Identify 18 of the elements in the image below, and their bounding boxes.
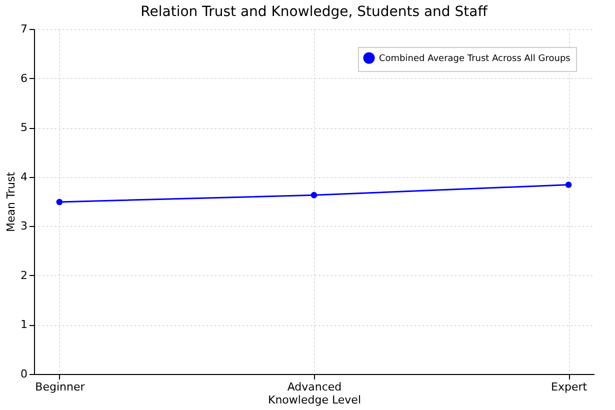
x-tick-label: Expert: [551, 380, 588, 394]
x-tick-label: Beginner: [35, 380, 86, 394]
y-tick-label: 2: [20, 268, 28, 282]
y-tick-label: 4: [20, 170, 28, 184]
y-tick-label: 3: [20, 220, 28, 233]
y-tick-label: 6: [20, 72, 28, 85]
point: [56, 198, 63, 206]
legend-label: Combined Average Trust Across All Groups: [379, 54, 571, 64]
point: [565, 182, 572, 188]
y-tick-label: 5: [20, 121, 28, 134]
point: [310, 192, 318, 198]
y-tick-label: 7: [20, 22, 28, 36]
chart-title: Relation Trust and Knowledge, Students and Staff: [140, 4, 488, 20]
x-tick-label: Advanced: [287, 380, 342, 394]
y-tick-label: 1: [20, 318, 28, 332]
y-tick-label: 0: [20, 368, 28, 380]
x-axis-title: Knowledge Level: [268, 394, 362, 406]
y-axis-title: Mean Trust: [4, 171, 18, 232]
